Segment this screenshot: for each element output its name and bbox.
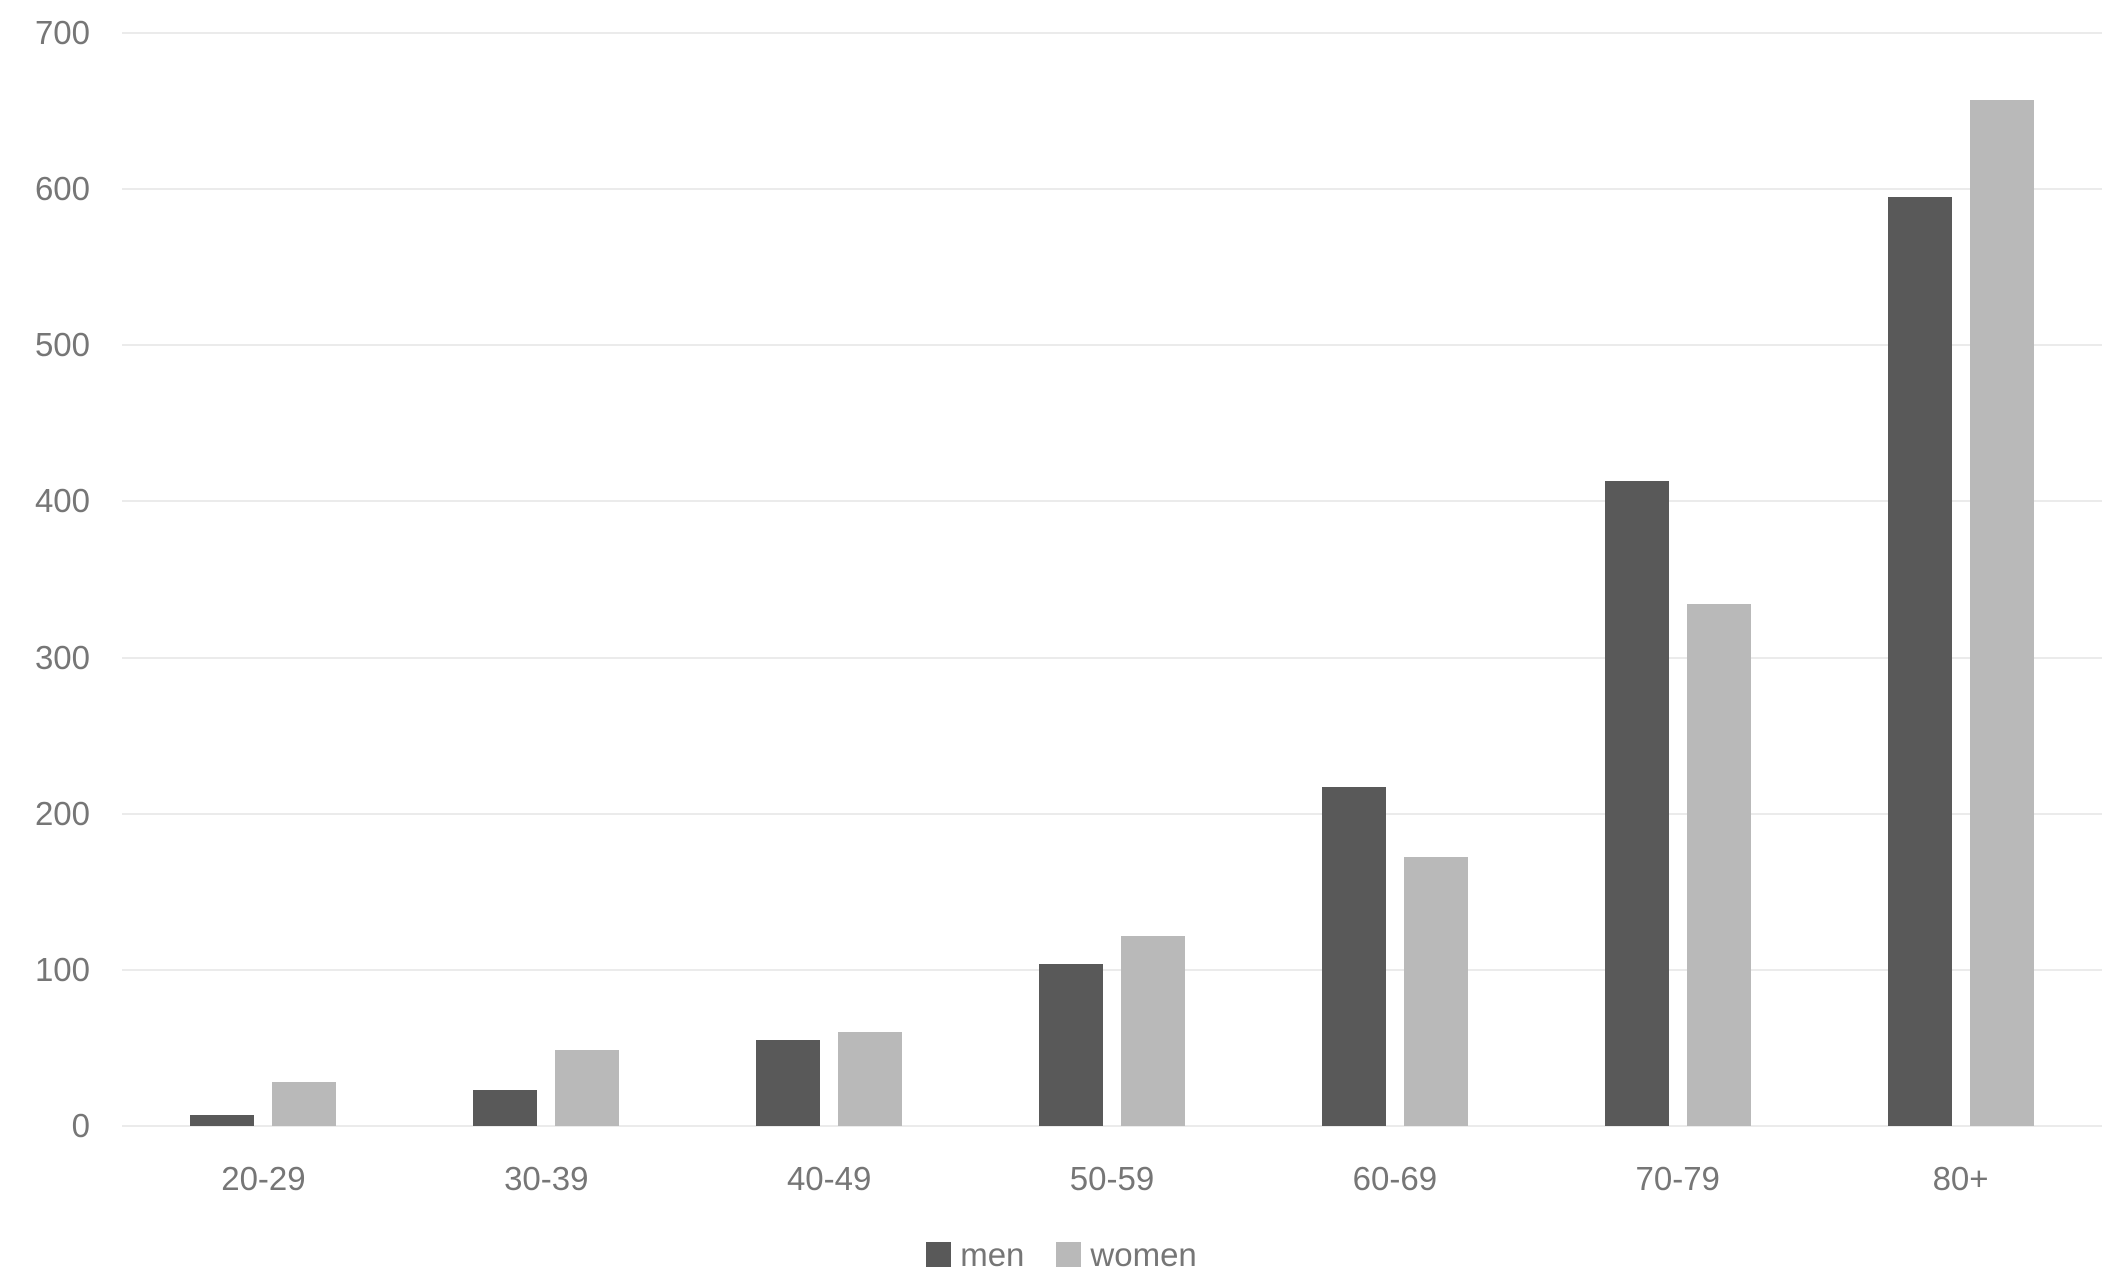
gridline <box>122 1125 2102 1127</box>
legend-item-men: men <box>926 1238 1024 1271</box>
legend-label-women: women <box>1090 1235 1197 1273</box>
bar-women <box>1969 100 2034 1126</box>
gridline <box>122 32 2102 34</box>
gridline <box>122 968 2102 971</box>
y-axis-tick-label: 700 <box>34 14 90 51</box>
x-axis-category-label: 80+ <box>1932 1160 1989 1197</box>
gridline <box>122 500 2102 503</box>
legend-swatch-women-icon <box>1056 1241 1082 1267</box>
x-axis-category-label: 40-49 <box>786 1160 872 1197</box>
y-axis-tick-label: 0 <box>71 1107 90 1144</box>
x-axis-category-label: 70-79 <box>1635 1160 1720 1197</box>
bar-women <box>1403 857 1468 1126</box>
bar-women <box>1686 604 1751 1126</box>
legend-label-men: men <box>960 1235 1025 1273</box>
y-axis-tick-label: 300 <box>34 638 90 676</box>
bar-women <box>272 1082 337 1126</box>
gridline <box>122 656 2102 659</box>
bar-men <box>190 1115 255 1126</box>
bar-women <box>1121 935 1185 1126</box>
gridline <box>122 344 2102 347</box>
y-axis-tick-label: 100 <box>34 950 90 988</box>
bar-women <box>555 1049 620 1126</box>
gridline <box>122 812 2102 815</box>
plot-area <box>122 32 2102 1127</box>
bar-men <box>473 1090 538 1126</box>
legend-item-women: women <box>1056 1235 1197 1273</box>
bar-women <box>838 1032 903 1126</box>
bar-men <box>1604 481 1669 1126</box>
gridline <box>122 188 2102 191</box>
y-axis-tick-label: 200 <box>34 794 90 832</box>
bar-men <box>1887 196 1952 1126</box>
x-axis-category-label: 50-59 <box>1069 1160 1155 1197</box>
legend-swatch-men-icon <box>926 1241 952 1267</box>
x-axis-category-label: 60-69 <box>1352 1160 1438 1197</box>
y-axis-tick-label: 600 <box>34 170 90 208</box>
x-axis-category-label: 30-39 <box>504 1160 589 1197</box>
bar-men <box>1321 787 1386 1126</box>
bar-men <box>1039 963 1103 1126</box>
bar-men <box>756 1040 821 1126</box>
x-axis-category-label: 20-29 <box>221 1160 306 1197</box>
legend: men women <box>0 1232 2123 1276</box>
y-axis-tick-label: 400 <box>34 482 90 520</box>
y-axis-tick-label: 500 <box>34 326 90 364</box>
